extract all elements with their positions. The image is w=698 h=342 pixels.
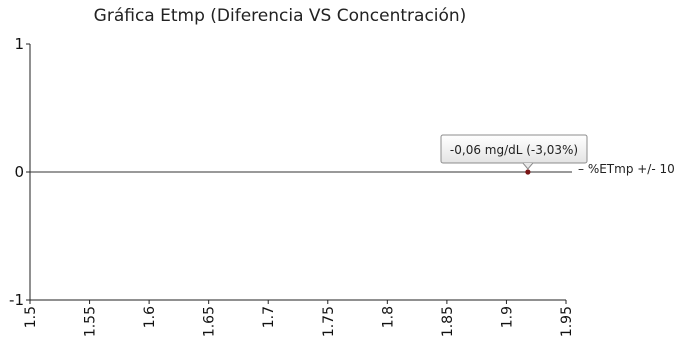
x-tick-label: 1.5: [23, 306, 39, 328]
annotation-label: -0,06 mg/dL (-3,03%): [450, 143, 578, 157]
x-tick-label: 1.8: [380, 306, 396, 328]
annotation-box: [440, 134, 588, 164]
chart-ticks: 1 0 -11.5 1.55 1.6 1.65 1.7 1.75 1.8 1.85 1.9 1.95: [9, 35, 575, 337]
x-tick-label: 1.55: [83, 306, 99, 337]
x-tick-label: 1.85: [440, 306, 456, 337]
data-point: [525, 169, 531, 175]
chart-title: Gráfica Etmp (Diferencia VS Concentració…: [93, 6, 467, 26]
y-tick-label: 1: [14, 35, 24, 53]
legend-entry: – %ETmp +/- 10: [578, 162, 675, 176]
annotation-pointer: [522, 162, 534, 170]
x-tick-label: 1.9: [499, 306, 515, 328]
chart-overlay: -0,06 mg/dL (-3,03%)– %ETmp +/- 10: [440, 134, 675, 176]
x-tick-label: 1.65: [202, 306, 218, 337]
chart-marks: [30, 169, 572, 175]
x-tick-label: 1.75: [321, 306, 337, 337]
y-tick-label: 0: [14, 163, 24, 181]
x-tick-label: 1.95: [559, 306, 575, 337]
x-tick-label: 1.6: [142, 306, 158, 328]
x-tick-label: 1.7: [261, 306, 277, 328]
y-tick-label: -1: [9, 291, 24, 309]
